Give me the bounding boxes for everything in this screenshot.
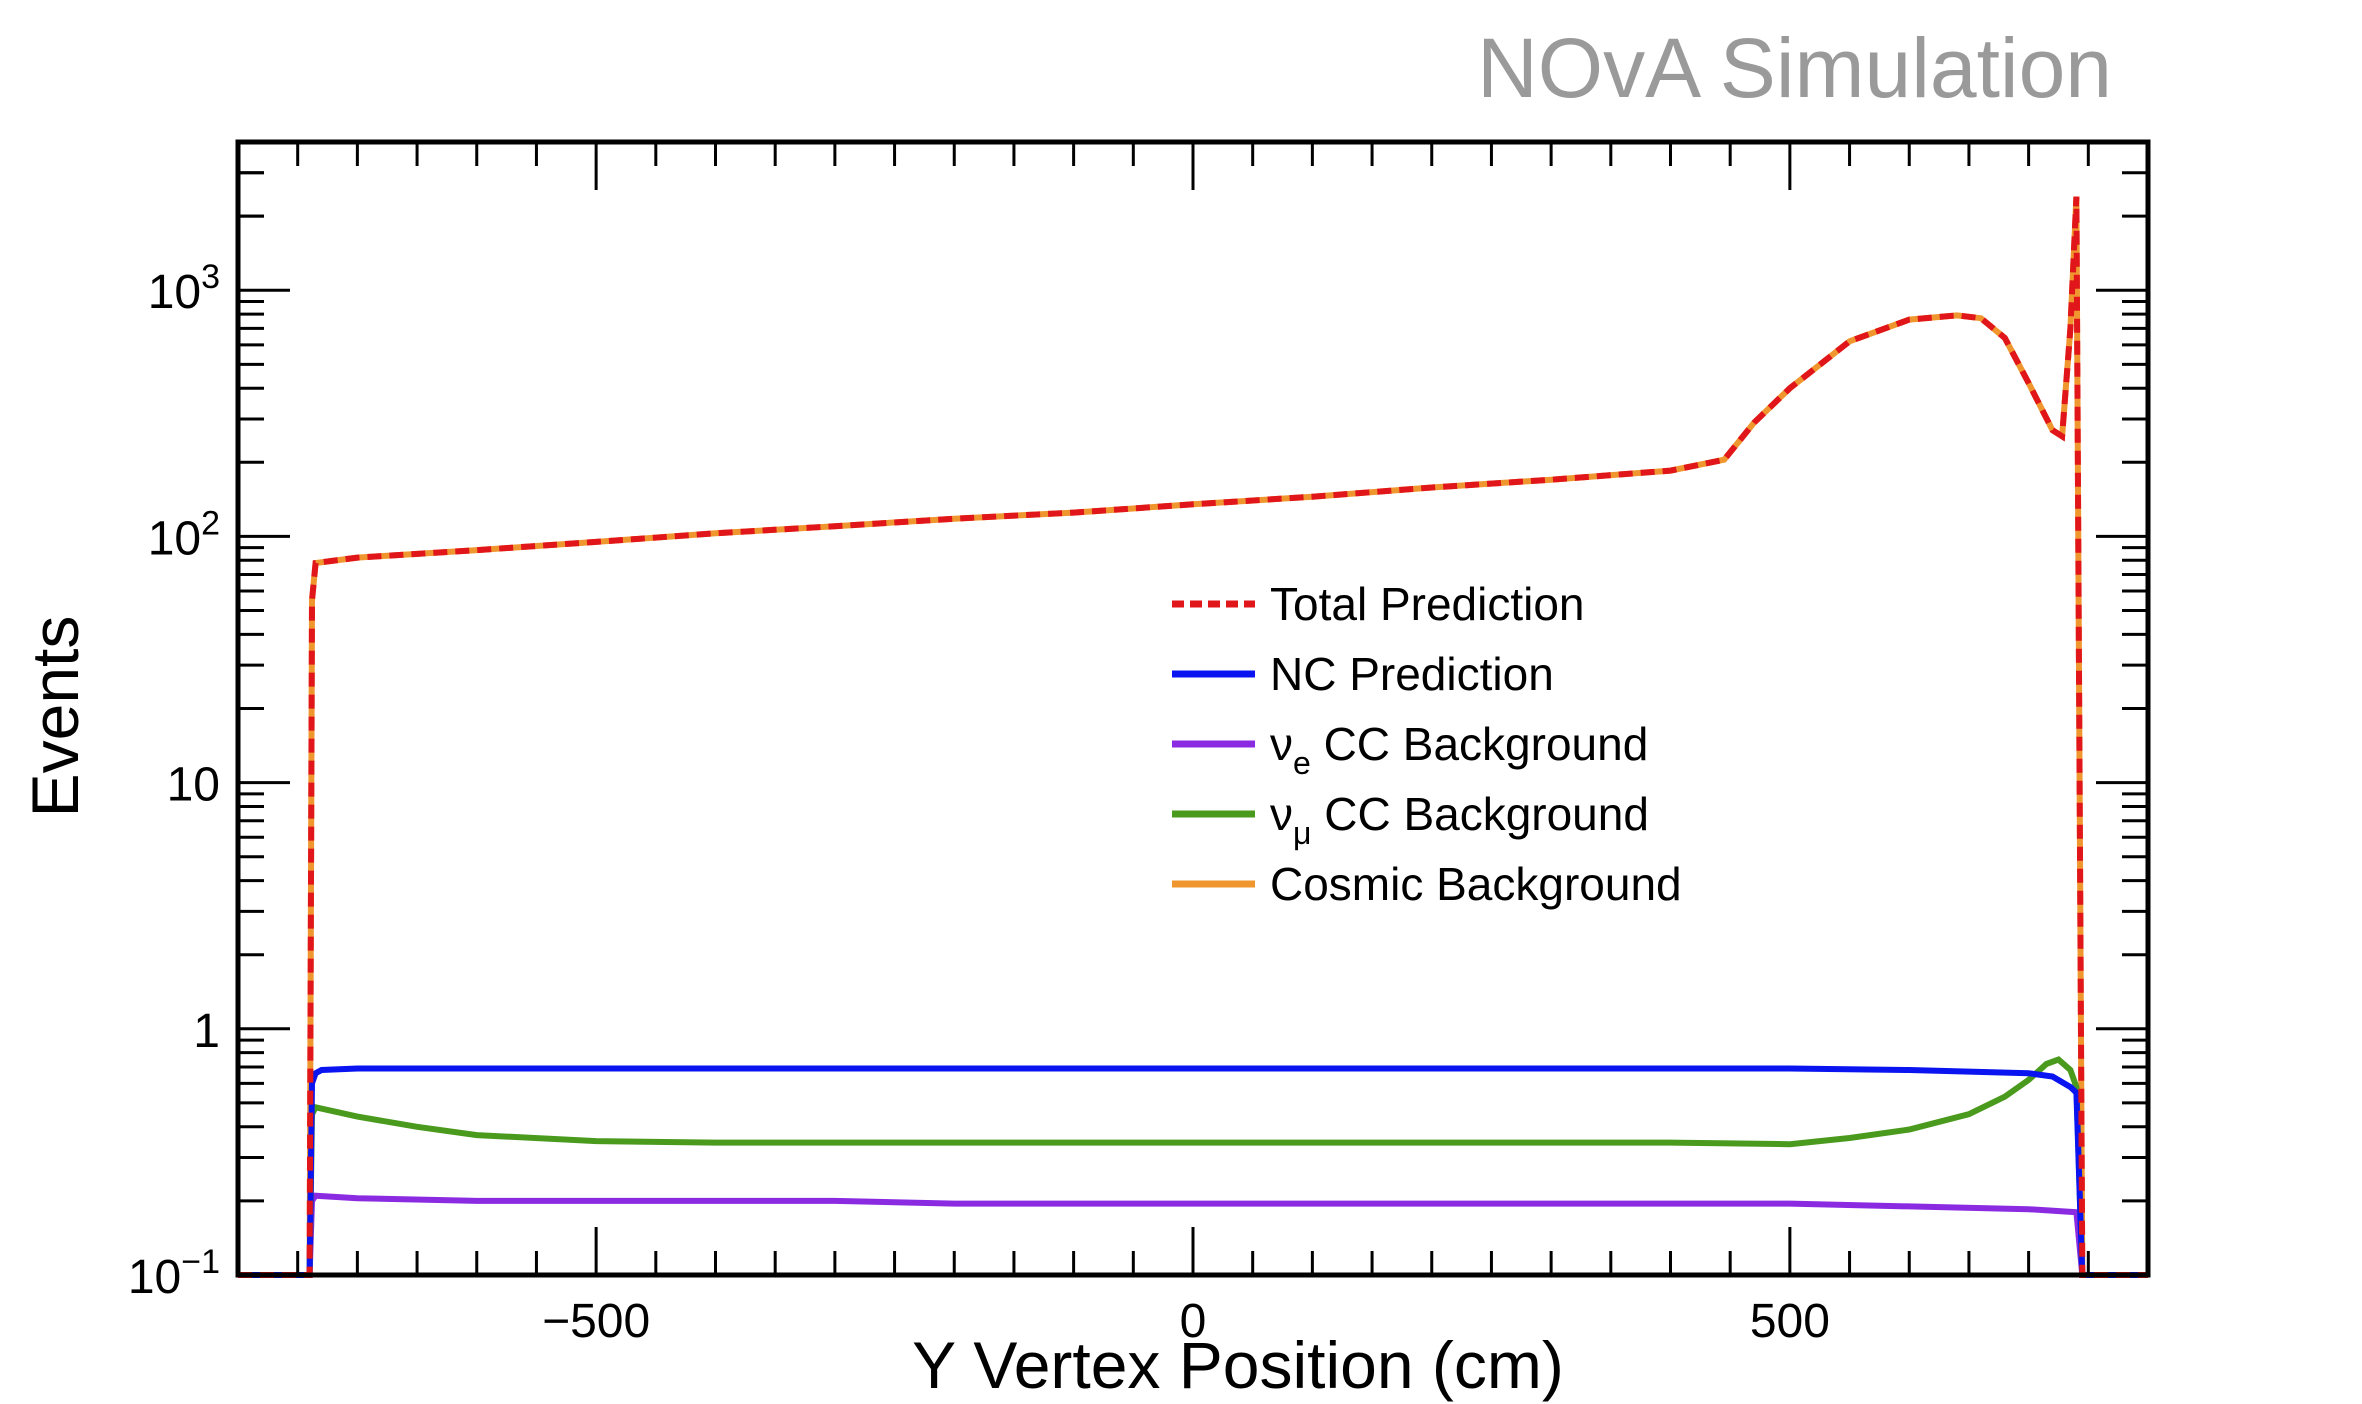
plot-frame-layer <box>235 139 2151 1278</box>
y-tick-label: 10−1 <box>128 1243 220 1304</box>
series-line-numu <box>238 1056 2148 1278</box>
y-tick-label-base: 1 <box>193 1005 220 1058</box>
legend-label-text: CC Background <box>1311 788 1649 840</box>
y-tick-label: 10 <box>167 759 220 812</box>
legend-label-text: CC Background <box>1311 718 1649 770</box>
y-tick-label-exponent: 3 <box>201 258 220 296</box>
legend-label-nue: νe CC Background <box>1270 718 1648 781</box>
series-line-nc <box>238 1065 2148 1278</box>
series-layer <box>238 196 2148 1278</box>
y-tick-label-base: 10 <box>128 1251 181 1304</box>
legend-flavor-subscript: μ <box>1293 815 1311 851</box>
plot-frame <box>235 139 2151 1278</box>
y-tick-label-exponent: −1 <box>181 1243 220 1281</box>
series-line-nue <box>238 1192 2148 1278</box>
legend-label-total: Total Prediction <box>1270 578 1585 630</box>
y-tick-label-exponent: 2 <box>201 504 220 542</box>
legend-label-cosmic: Cosmic Background <box>1270 858 1682 910</box>
legend: Total Prediction NC Prediction νe CC Backg… <box>1172 578 1682 910</box>
x-tick-label: 0 <box>1180 1295 1207 1348</box>
legend-label-numu: νμ CC Background <box>1270 788 1649 851</box>
series-line-cosmic <box>238 196 2148 1278</box>
y-tick-label-base: 10 <box>148 266 201 319</box>
legend-neutrino-symbol: ν <box>1270 718 1293 770</box>
y-tick-label-base: 10 <box>167 759 220 812</box>
y-tick-label: 103 <box>148 258 220 319</box>
x-tick-label: 500 <box>1750 1295 1830 1348</box>
y-tick-label-base: 10 <box>148 512 201 565</box>
x-axis-label: Y Vertex Position (cm) <box>912 1328 1564 1402</box>
y-tick-label: 1 <box>193 1005 220 1058</box>
x-tick-label: −500 <box>542 1295 650 1348</box>
legend-flavor-subscript: e <box>1293 745 1311 781</box>
legend-label-nc: NC Prediction <box>1270 648 1554 700</box>
ticks-layer <box>236 140 2150 1277</box>
y-tick-label: 102 <box>148 504 220 565</box>
simulation-annotation: NOvA Simulation <box>1477 21 2112 115</box>
legend-neutrino-symbol: ν <box>1270 788 1293 840</box>
y-axis-label: Events <box>18 616 92 818</box>
series-line-total <box>238 196 2148 1278</box>
